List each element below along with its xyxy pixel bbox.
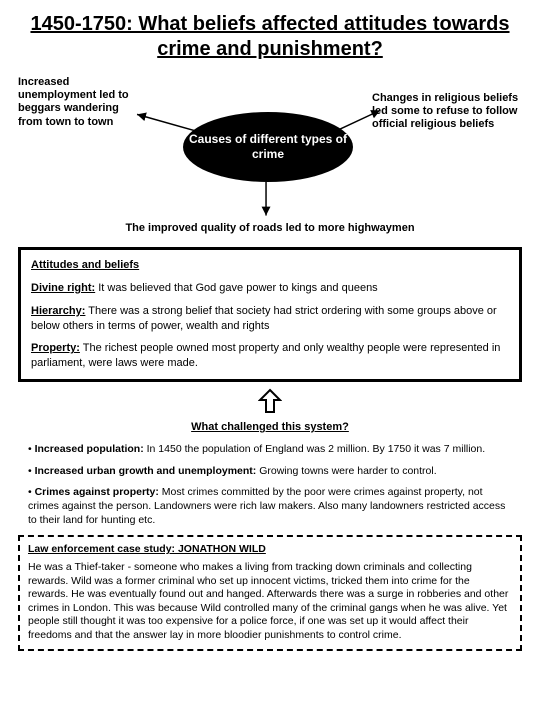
term-text: It was believed that God gave power to k… [95,282,378,294]
term-text: There was a strong belief that society h… [31,305,497,332]
bullet-label: Increased urban growth and unemployment: [35,465,257,477]
term-label: Divine right: [31,282,95,294]
challenge-bullets: • Increased population: In 1450 the popu… [28,443,512,527]
bullet-item: • Crimes against property: Most crimes c… [28,486,512,527]
bullet-label: Crimes against property: [35,486,159,498]
bullet-text: In 1450 the population of England was 2 … [144,443,485,455]
attitudes-item: Divine right: It was believed that God g… [31,281,509,296]
diagram-left-text: Increased unemployment led to beggars wa… [18,76,138,129]
up-arrow-icon [258,388,282,414]
challenge-question: What challenged this system? [14,421,526,433]
up-arrow-wrap [14,388,526,417]
case-study-box: Law enforcement case study: JONATHON WIL… [18,535,522,650]
bullet-text: Growing towns were harder to control. [256,465,436,477]
diagram-center-ellipse: Causes of different types of crime [183,112,353,182]
diagram-center-text: Causes of different types of crime [183,132,353,162]
diagram-bottom-text: The improved quality of roads led to mor… [18,222,522,234]
page-title: 1450-1750: What beliefs affected attitud… [14,12,526,62]
bullet-item: • Increased urban growth and unemploymen… [28,465,512,479]
concept-diagram: Increased unemployment led to beggars wa… [18,76,522,241]
diagram-right-text: Changes in religious beliefs led some to… [372,92,522,132]
attitudes-item: Property: The richest people owned most … [31,341,509,371]
case-study-heading: Law enforcement case study: JONATHON WIL… [28,543,512,557]
attitudes-item: Hierarchy: There was a strong belief tha… [31,304,509,334]
case-study-body: He was a Thief-taker - someone who makes… [28,561,512,643]
attitudes-heading: Attitudes and beliefs [31,258,509,273]
term-text: The richest people owned most property a… [31,342,500,369]
bullet-label: Increased population: [35,443,144,455]
term-label: Hierarchy: [31,305,85,317]
bullet-item: • Increased population: In 1450 the popu… [28,443,512,457]
attitudes-box: Attitudes and beliefs Divine right: It w… [18,247,522,382]
term-label: Property: [31,342,80,354]
